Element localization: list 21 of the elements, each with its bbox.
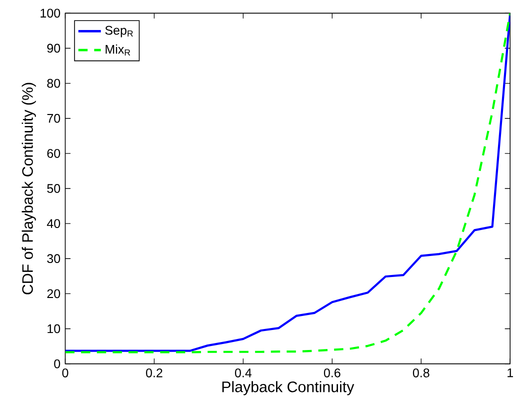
x-axis-title: Playback Continuity [222, 380, 354, 396]
y-tick-label: 90 [47, 44, 60, 53]
x-tick-label: 0 [62, 368, 68, 378]
y-tick-label: 20 [47, 289, 60, 298]
y-tick-label: 100 [40, 8, 60, 18]
x-tick-label: 1 [508, 368, 513, 377]
y-tick-label: 80 [47, 78, 60, 88]
y-tick-label: 50 [47, 184, 60, 193]
x-tick-label: 0.4 [234, 368, 252, 378]
x-tick-label: 0.6 [324, 368, 340, 378]
y-tick-label: 0 [54, 359, 60, 368]
y-tick-label: 40 [46, 218, 60, 228]
y-tick-label: 70 [47, 114, 60, 123]
y-tick-label: 30 [47, 254, 60, 263]
x-tick-label: 0.8 [412, 368, 430, 378]
y-tick-label: 10 [48, 324, 60, 334]
legend-label: Mix$_{R}$ [106, 44, 130, 56]
y-tick-label: 60 [47, 148, 60, 158]
legend-label: Sep$_{R}$ [105, 26, 133, 38]
x-tick-label: 0.2 [146, 368, 162, 378]
y-axis-title: CDF of Playback Continuity (%) [22, 82, 36, 294]
